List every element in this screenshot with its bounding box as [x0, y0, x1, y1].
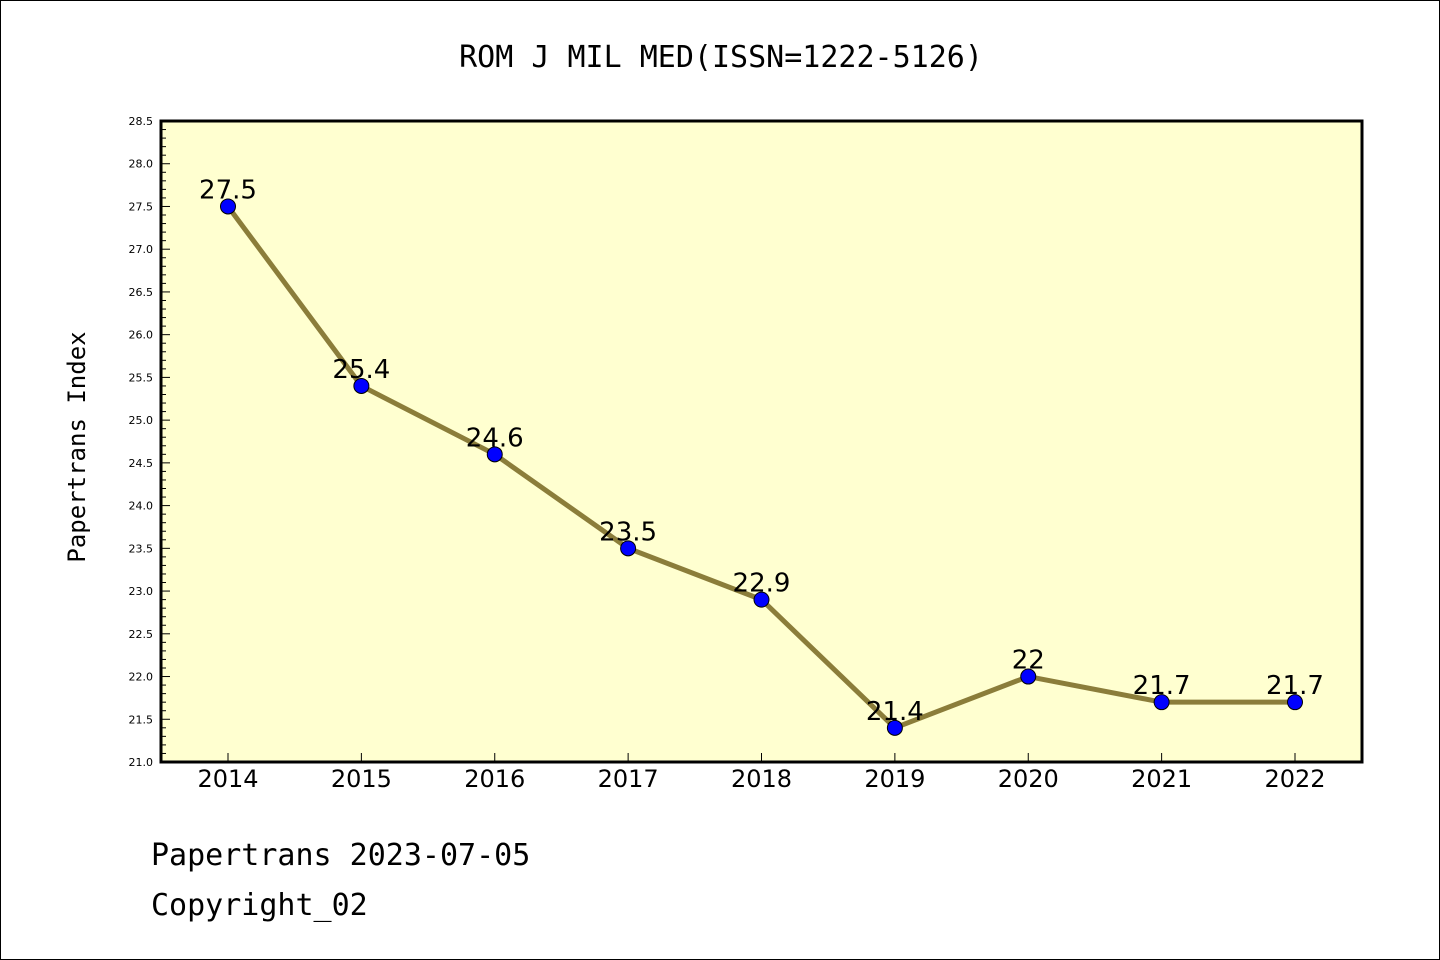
footer-date: Papertrans 2023-07-05: [151, 838, 530, 873]
y-tick-label: 28.5: [129, 115, 154, 128]
y-tick-label: 27.0: [129, 243, 154, 256]
y-tick-label: 22.5: [129, 628, 154, 641]
x-tick-label: 2021: [1131, 765, 1192, 793]
data-point: [1020, 668, 1037, 685]
plot-area: [161, 121, 1362, 762]
y-tick-label: 24.5: [129, 457, 154, 470]
y-tick-label: 22.0: [129, 671, 154, 684]
y-tick-label: 21.5: [129, 713, 154, 726]
x-axis: 2014 2015 2016 2017 2018 2019 2020 2021 2022: [197, 753, 1326, 793]
data-label: 21.4: [866, 697, 924, 727]
data-label: 21.7: [1133, 671, 1191, 701]
y-tick-label: 25.0: [129, 414, 154, 427]
footer-copyright: Copyright_02: [151, 888, 368, 923]
x-tick-label: 2017: [598, 765, 659, 793]
x-tick-label: 2022: [1264, 765, 1325, 793]
data-point: [1153, 694, 1170, 711]
y-tick-label: 23.0: [129, 585, 154, 598]
plot-frame: [159, 119, 1364, 764]
data-label: 24.6: [466, 423, 524, 453]
x-tick-label: 2018: [731, 765, 792, 793]
y-tick-label: 27.5: [129, 200, 154, 213]
y-axis: 21.0 21.5 22.0 22.5 23.0 23.5 24.0 24.5 25.0 25.5…: [129, 115, 170, 769]
x-tick-label: 2019: [864, 765, 925, 793]
data-series: 27.5 25.4 24.6 23.5 22.9 21.4 22 21.7 21.7: [199, 175, 1324, 736]
data-label: 23.5: [599, 517, 657, 547]
data-point: [353, 377, 370, 394]
y-tick-label: 25.5: [129, 371, 154, 384]
data-point: [753, 591, 770, 608]
data-point: [486, 446, 503, 463]
data-point: [886, 719, 903, 736]
y-tick-label: 28.0: [129, 158, 154, 171]
data-label: 22.9: [733, 569, 791, 599]
data-label: 25.4: [332, 355, 390, 385]
data-label: 21.7: [1266, 671, 1324, 701]
data-point: [620, 540, 637, 557]
data-label: 27.5: [199, 175, 257, 205]
y-tick-label: 24.0: [129, 500, 154, 513]
y-tick-label: 21.0: [129, 756, 154, 769]
data-label: 22: [1012, 646, 1045, 676]
x-tick-label: 2016: [464, 765, 525, 793]
data-point: [220, 198, 236, 215]
y-tick-label: 26.0: [129, 329, 154, 342]
data-point: [1287, 694, 1303, 711]
x-tick-label: 2014: [197, 765, 258, 793]
y-tick-label: 23.5: [129, 542, 154, 555]
y-axis-label: Papertrans Index: [63, 331, 91, 562]
y-tick-label: 26.5: [129, 286, 154, 299]
x-tick-label: 2020: [998, 765, 1059, 793]
chart-title: ROM J MIL MED(ISSN=1222-5126): [459, 40, 983, 75]
x-tick-label: 2015: [331, 765, 392, 793]
